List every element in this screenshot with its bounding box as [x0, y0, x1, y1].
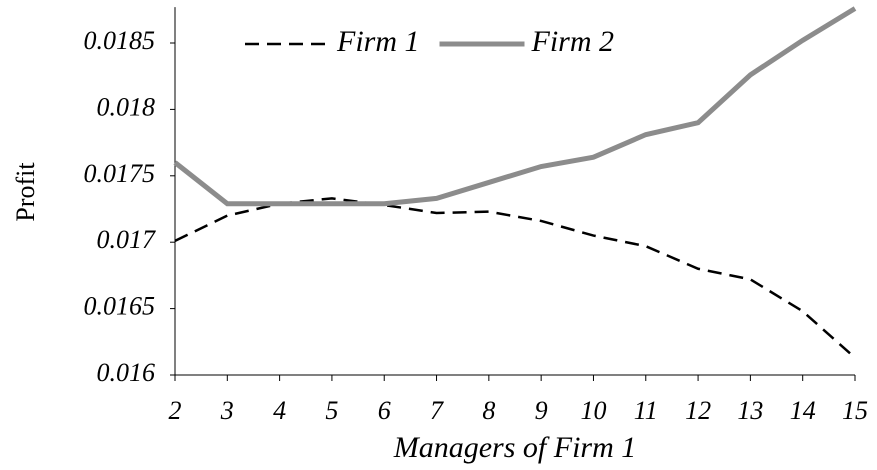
x-tick-label: 2	[169, 396, 182, 425]
y-axis-title: Profit	[11, 162, 40, 222]
x-tick-label: 12	[685, 396, 711, 425]
x-tick-label: 9	[535, 396, 548, 425]
line-series	[173, 6, 857, 207]
x-tick-label: 15	[842, 396, 868, 425]
x-axis-title: Managers of Firm 1	[393, 431, 637, 464]
y-tick-label: 0.016	[97, 358, 156, 387]
legend-label: Firm 1	[336, 25, 420, 58]
x-tick-label: 11	[634, 396, 658, 425]
x-tick-label: 7	[430, 396, 444, 425]
y-tick-label: 0.017	[97, 225, 157, 254]
x-tick-label: 14	[790, 396, 816, 425]
y-tick-label: 0.0175	[84, 159, 156, 188]
x-tick-label: 6	[378, 396, 391, 425]
y-tick-label: 0.018	[97, 92, 156, 121]
y-tick-label: 0.0185	[84, 26, 156, 55]
x-tick-label: 3	[220, 396, 234, 425]
x-tick-label: 10	[580, 396, 606, 425]
line-series	[174, 197, 856, 359]
x-tick-label: 13	[737, 396, 763, 425]
x-tick-label: 4	[273, 396, 286, 425]
legend-label: Firm 2	[531, 25, 615, 58]
x-tick-label: 8	[482, 396, 495, 425]
y-tick-label: 0.0165	[84, 292, 156, 321]
x-tick-label: 5	[325, 396, 338, 425]
